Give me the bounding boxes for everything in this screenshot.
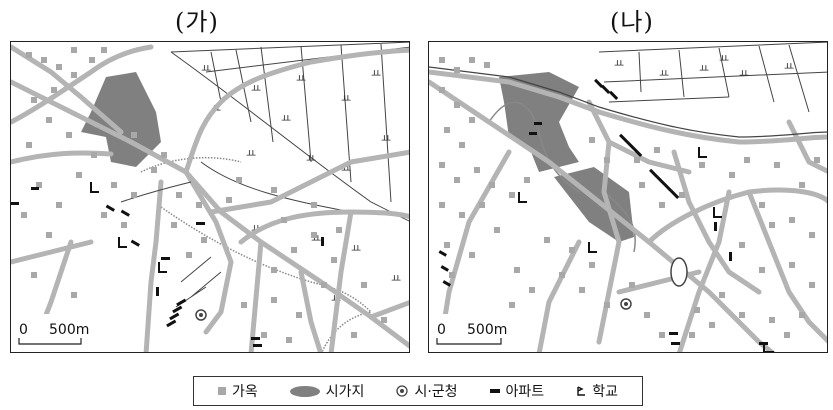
legend-item-city-hall: 시·군청 bbox=[396, 381, 458, 401]
field-symbol: ㅛ bbox=[281, 112, 291, 125]
map-ga: ㅛ ㅛ ㅛ ㅛ ㅛ ㅛ ㅛ ㅛ ㅛ ㅛ ㅛ ㅛ ㅛ ㅛ ㅛ ㅛ bbox=[10, 41, 410, 353]
field-symbol: ㅛ bbox=[699, 62, 709, 75]
urban-area-icon bbox=[289, 385, 320, 397]
scale-zero-ga: 0 bbox=[18, 322, 29, 338]
field-symbol: ㅛ bbox=[341, 162, 351, 175]
legend: 가옥 시가지 시·군청 아파트 학교 bbox=[193, 376, 643, 406]
scale-bar bbox=[436, 334, 502, 345]
houses bbox=[439, 57, 820, 338]
field-symbol: ㅛ bbox=[614, 57, 624, 70]
city-hall-icon bbox=[195, 309, 207, 321]
apartments bbox=[438, 78, 768, 345]
school-icons bbox=[518, 147, 774, 352]
map-title-ga: (가) bbox=[175, 8, 219, 36]
field-symbol: ㅛ bbox=[251, 82, 261, 95]
roads bbox=[429, 69, 827, 352]
apartments bbox=[11, 187, 324, 347]
flag-school-icon bbox=[577, 386, 586, 396]
map-na-canvas: ㅛ ㅛ ㅛ ㅛ ㅛ ㅛ bbox=[429, 42, 827, 352]
scale-distance-na: 500m bbox=[466, 322, 509, 338]
field-symbol: ㅛ bbox=[371, 67, 381, 80]
farmland-boundaries bbox=[598, 42, 827, 113]
houses bbox=[21, 47, 387, 343]
scale-bar bbox=[18, 334, 82, 345]
field-symbol: ㅛ bbox=[306, 152, 316, 165]
map-title-na: (나) bbox=[610, 8, 654, 36]
legend-label-city-hall: 시·군청 bbox=[414, 384, 458, 400]
field-symbols: ㅛ ㅛ ㅛ ㅛ ㅛ ㅛ bbox=[614, 52, 794, 80]
house-icon bbox=[218, 387, 226, 395]
double-circle-icon bbox=[396, 385, 409, 397]
legend-label-apartment: 아파트 bbox=[505, 384, 545, 400]
field-symbol: ㅛ bbox=[341, 92, 351, 105]
thin-roads bbox=[120, 181, 222, 308]
field-symbol: ㅛ bbox=[659, 67, 669, 80]
road-outlines bbox=[429, 66, 827, 138]
field-symbol: ㅛ bbox=[739, 67, 749, 80]
field-symbol: ㅛ bbox=[784, 60, 794, 73]
stadium bbox=[670, 257, 688, 287]
map-ga-canvas: ㅛ ㅛ ㅛ ㅛ ㅛ ㅛ ㅛ ㅛ ㅛ ㅛ ㅛ ㅛ ㅛ ㅛ ㅛ ㅛ bbox=[11, 42, 409, 352]
legend-label-urban-area: 시가지 bbox=[325, 384, 365, 400]
roads bbox=[11, 44, 409, 352]
school-icons bbox=[90, 182, 167, 273]
legend-item-house: 가옥 bbox=[218, 381, 258, 401]
field-symbol: ㅛ bbox=[719, 52, 729, 65]
field-symbol: ㅛ bbox=[391, 272, 401, 285]
scale-distance-ga: 500m bbox=[48, 322, 91, 338]
field-symbol: ㅛ bbox=[296, 72, 306, 85]
farmland-boundaries bbox=[170, 42, 409, 222]
legend-item-school: 학교 bbox=[576, 381, 618, 401]
field-symbol: ㅛ bbox=[246, 147, 256, 160]
urban-area bbox=[81, 72, 161, 167]
legend-item-apartment: 아파트 bbox=[489, 381, 545, 401]
field-symbol: ㅛ bbox=[311, 232, 321, 245]
legend-label-house: 가옥 bbox=[232, 384, 258, 400]
field-symbol: ㅛ bbox=[381, 132, 391, 145]
field-symbol: ㅛ bbox=[251, 222, 261, 235]
city-hall-icon bbox=[620, 298, 632, 310]
river bbox=[488, 101, 636, 253]
legend-item-urban-area: 시가지 bbox=[289, 381, 365, 401]
scale-zero-na: 0 bbox=[436, 322, 447, 338]
field-symbol: ㅛ bbox=[201, 62, 211, 75]
apartment-icon bbox=[489, 389, 500, 393]
field-symbol: ㅛ bbox=[351, 242, 361, 255]
map-na: ㅛ ㅛ ㅛ ㅛ ㅛ ㅛ bbox=[428, 41, 828, 353]
legend-label-school: 학교 bbox=[592, 384, 618, 400]
